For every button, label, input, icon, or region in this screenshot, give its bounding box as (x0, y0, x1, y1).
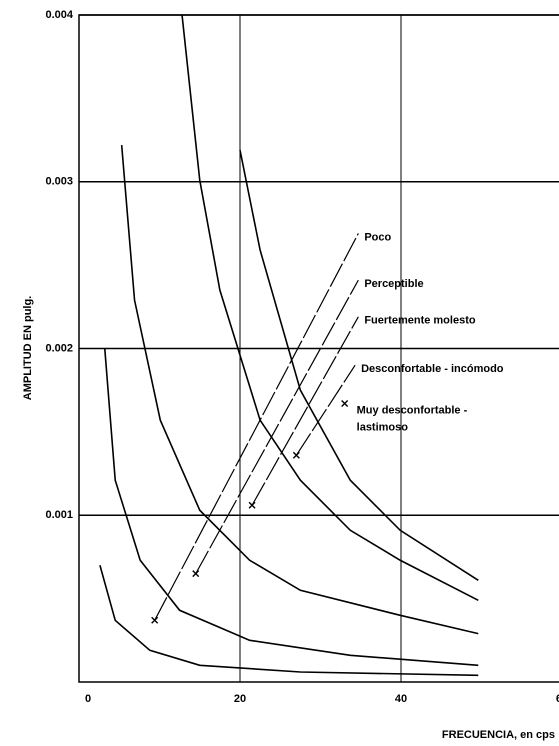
x-tick-label: 20 (234, 693, 246, 705)
curve (239, 149, 479, 581)
curve (181, 14, 479, 602)
annotation-label: Perceptible (364, 278, 423, 290)
marker (192, 570, 200, 578)
x-tick-label: 60 (556, 693, 559, 705)
annotation-line (154, 233, 359, 621)
annotation-label: Muy desconfortable - (357, 404, 468, 416)
x-tick-label: 40 (395, 693, 407, 705)
curve (103, 348, 479, 667)
curve (120, 144, 479, 635)
x-tick-label: 0 (85, 693, 91, 705)
annotation-label: lastimoso (357, 421, 409, 433)
annotation-line (295, 364, 356, 456)
curve (99, 565, 479, 677)
y-tick-label: 0.002 (45, 342, 73, 354)
marker (292, 451, 300, 459)
x-axis-label: FRECUENCIA, en cps (442, 729, 555, 741)
marker (248, 501, 256, 509)
y-axis-label: AMPLITUD EN pulg. (22, 296, 34, 401)
annotation-label: Poco (364, 231, 391, 243)
annotation-line (195, 279, 359, 574)
y-tick-label: 0.003 (45, 176, 73, 188)
y-tick-label: 0.001 (45, 509, 73, 521)
y-tick-label: 0.004 (45, 9, 73, 21)
marker (151, 616, 159, 624)
marker (341, 400, 349, 408)
annotation-label: Desconfortable - incómodo (361, 363, 504, 375)
annotation-line (251, 316, 359, 506)
annotation-label: Fuertemente molesto (364, 315, 476, 327)
